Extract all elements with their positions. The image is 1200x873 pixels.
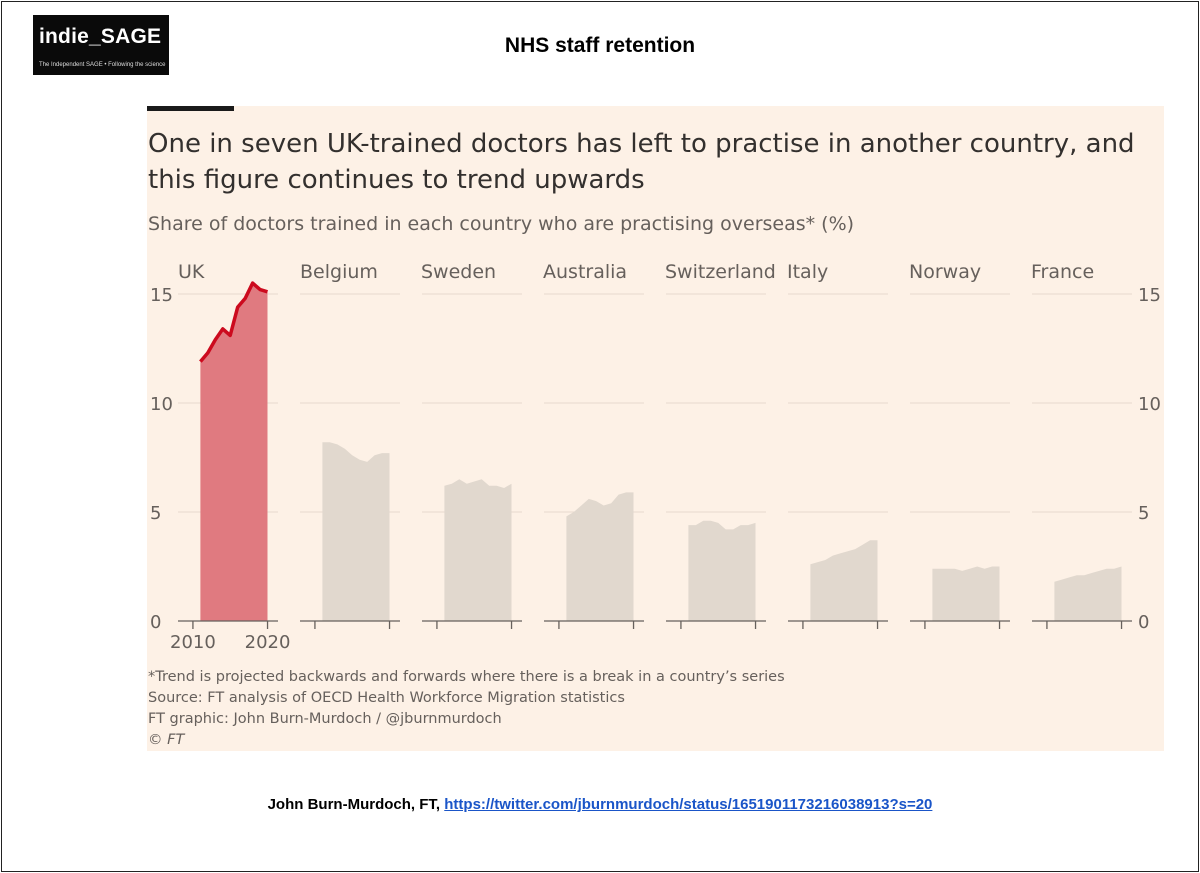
- x-tick-label-2010: 2010: [170, 632, 216, 653]
- y-tick-left-5: 5: [150, 503, 161, 524]
- slide-title: NHS staff retention: [504, 34, 696, 57]
- area-belgium: [322, 442, 390, 621]
- country-label-italy: Italy: [787, 261, 829, 283]
- y-tick-right-5: 5: [1138, 503, 1149, 524]
- y-tick-left-15: 15: [150, 285, 173, 306]
- x-tick-label-2020: 2020: [245, 632, 291, 653]
- credit-link[interactable]: https://twitter.com/jburnmurdoch/status/…: [444, 796, 933, 813]
- y-tick-left-10: 10: [150, 394, 173, 415]
- chart-subtitle: Share of doctors trained in each country…: [148, 213, 855, 235]
- area-italy: [810, 540, 878, 621]
- footnote-source: Source: FT analysis of OECD Health Workf…: [148, 690, 625, 706]
- y-tick-right-10: 10: [1138, 394, 1161, 415]
- ft-top-bar: [147, 106, 234, 111]
- indie-sage-logo: indie_SAGE The Independent SAGE • Follow…: [33, 15, 169, 75]
- area-sweden: [444, 479, 512, 621]
- area-france: [1054, 566, 1122, 621]
- y-tick-left-0: 0: [150, 612, 161, 633]
- y-tick-right-15: 15: [1138, 285, 1161, 306]
- country-label-france: France: [1031, 261, 1095, 283]
- chart-title: One in seven UK-trained doctors has left…: [148, 129, 1135, 195]
- footnote-graphic: FT graphic: John Burn-Murdoch / @jburnmu…: [148, 711, 502, 727]
- credit-line: John Burn-Murdoch, FT, https://twitter.c…: [0, 796, 1200, 813]
- area-switzerland: [688, 520, 756, 621]
- logo-name: indie_SAGE: [39, 25, 162, 48]
- country-label-belgium: Belgium: [300, 261, 378, 283]
- country-label-sweden: Sweden: [421, 261, 497, 283]
- country-label-australia: Australia: [543, 261, 628, 283]
- line-uk: [199, 281, 268, 363]
- chart-panel: [147, 106, 1164, 751]
- country-label-norway: Norway: [909, 261, 982, 283]
- area-uk: [200, 283, 268, 621]
- area-norway: [932, 566, 1000, 621]
- country-label-switzerland: Switzerland: [665, 261, 776, 283]
- area-australia: [566, 492, 634, 621]
- country-label-uk: UK: [178, 261, 205, 283]
- logo-tagline: The Independent SAGE • Following the sci…: [39, 62, 166, 68]
- footnote-trend: *Trend is projected backwards and forwar…: [148, 669, 785, 685]
- credit-prefix: John Burn-Murdoch, FT,: [267, 796, 445, 813]
- y-tick-right-0: 0: [1138, 612, 1149, 633]
- footnote-copyright: © FT: [148, 732, 185, 748]
